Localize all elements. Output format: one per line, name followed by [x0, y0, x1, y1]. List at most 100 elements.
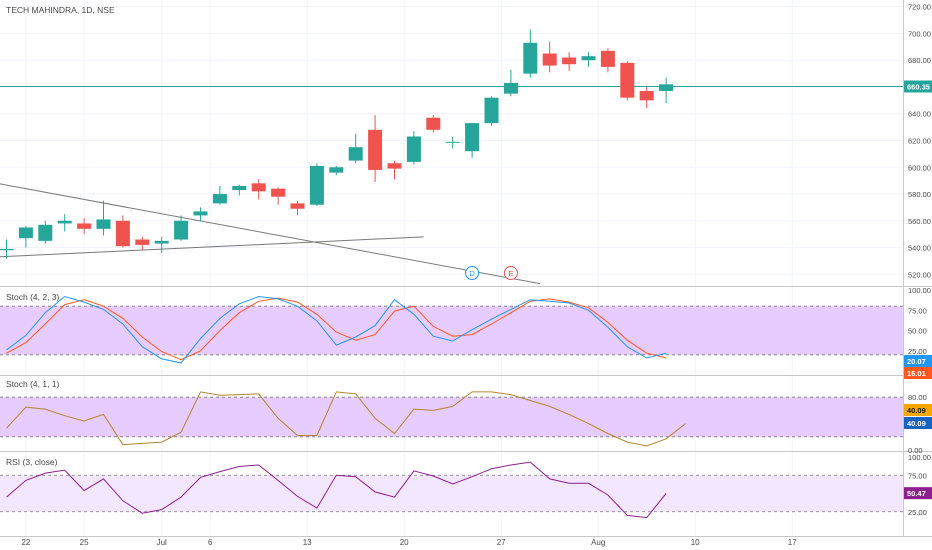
y-tick-label: 540.00 [908, 244, 931, 253]
stoch1-d-line[interactable] [6, 297, 667, 361]
y-tick-label: 680.00 [908, 56, 931, 65]
candle-body [503, 82, 518, 94]
candle[interactable] [154, 236, 169, 253]
candle[interactable] [329, 165, 344, 176]
candle[interactable] [484, 96, 499, 126]
candle-body [154, 240, 169, 244]
stoch2-title: Stoch (4, 1, 1) [6, 379, 60, 389]
candle[interactable] [426, 115, 441, 133]
rsi-value: 50.47 [907, 489, 926, 498]
candle[interactable] [309, 163, 324, 207]
rsi-band [0, 475, 903, 512]
event-marker-letter: E [508, 269, 513, 278]
candle[interactable] [290, 200, 305, 216]
candle[interactable] [57, 214, 72, 232]
event-marker-d[interactable] [465, 266, 480, 280]
x-tick-label: 20 [400, 538, 409, 547]
candle[interactable] [96, 200, 111, 236]
candle[interactable] [639, 86, 654, 109]
trendlines[interactable] [0, 85, 903, 285]
candle[interactable] [174, 215, 189, 241]
y-tick-label: 600.00 [908, 163, 931, 172]
event-marker-letter: D [469, 269, 475, 278]
indicator-lines[interactable] [6, 295, 686, 519]
stoch2-value-a-badge [904, 404, 932, 416]
candle[interactable] [445, 136, 460, 149]
candle-body [38, 224, 53, 241]
price-axis: 22 25 Jul 6 13 20 27 Aug 10 17 720.00 700.00 680.00 6… [21, 0, 932, 547]
candle-body [135, 239, 150, 245]
candle[interactable] [77, 218, 92, 235]
candle-body [77, 223, 92, 229]
candle[interactable] [387, 160, 402, 180]
candle-body [406, 136, 421, 162]
candle[interactable] [271, 187, 286, 205]
y-tick-label: 640.00 [908, 110, 931, 119]
candle-body [639, 90, 654, 101]
current-price-label: 660.35 [907, 82, 930, 91]
rsi-tick-label: 75.00 [908, 471, 927, 480]
candle-body [426, 117, 441, 130]
candle[interactable] [581, 52, 596, 67]
rsi-title: RSI (3, close) [6, 457, 58, 467]
indicator-bands [0, 305, 903, 513]
y-tick-label: 580.00 [908, 190, 931, 199]
stoch2-tick-label: 80.00 [908, 393, 927, 402]
trendline[interactable] [0, 236, 424, 258]
candle[interactable] [115, 215, 130, 248]
stoch1-tick-label: 75.00 [908, 306, 927, 315]
candle-body [0, 248, 14, 251]
y-tick-label: 720.00 [908, 3, 931, 12]
x-tick-label: 25 [80, 538, 89, 547]
candle[interactable] [0, 239, 14, 259]
candle[interactable] [542, 41, 557, 73]
candle[interactable] [620, 61, 635, 101]
candle[interactable] [251, 179, 266, 200]
candle[interactable] [562, 52, 577, 71]
candle[interactable] [18, 226, 33, 248]
candle-body [309, 165, 324, 205]
candle[interactable] [406, 131, 421, 165]
stoch1-tick-label: 25.00 [908, 347, 927, 356]
grid [0, 0, 932, 537]
stoch2-value-b-badge [904, 417, 932, 429]
candle-body [193, 211, 208, 216]
y-tick-label: 520.00 [908, 270, 931, 279]
candle-body [659, 84, 674, 91]
candle[interactable] [368, 115, 383, 182]
stoch1-tick-label: 100.00 [908, 286, 931, 295]
candle[interactable] [600, 48, 615, 73]
rsi-line[interactable] [6, 461, 667, 519]
rsi-tick-label: 100.00 [908, 453, 931, 462]
x-tick-label: Aug [591, 538, 605, 547]
candle-body [484, 97, 499, 124]
event-marker-e[interactable] [503, 266, 518, 280]
candle[interactable] [193, 207, 208, 221]
candle[interactable] [465, 123, 480, 158]
candle[interactable] [38, 220, 53, 244]
candle[interactable] [232, 184, 247, 196]
candle-body [581, 56, 596, 61]
candle-body [445, 141, 460, 143]
stoch1-k-line[interactable] [6, 295, 667, 364]
stoch1-k-value-badge [904, 355, 932, 367]
candle-body [523, 42, 538, 74]
trendline[interactable] [0, 183, 541, 285]
candle-body [562, 57, 577, 65]
candle[interactable] [523, 29, 538, 78]
rsi-value-badge [904, 487, 932, 500]
candle[interactable] [348, 133, 363, 164]
candle[interactable] [503, 69, 518, 97]
candle-body [387, 163, 402, 169]
stoch1-k-value: 20.07 [907, 357, 926, 366]
current-price-badge [904, 80, 932, 93]
candle[interactable] [135, 236, 150, 251]
candle[interactable] [659, 77, 674, 104]
candle-body [251, 183, 266, 192]
stoch2-line[interactable] [6, 391, 686, 447]
stoch2-band [0, 397, 903, 437]
candle[interactable] [212, 185, 227, 205]
candle-body [620, 62, 635, 98]
stoch1-d-value: 16.01 [907, 369, 926, 378]
